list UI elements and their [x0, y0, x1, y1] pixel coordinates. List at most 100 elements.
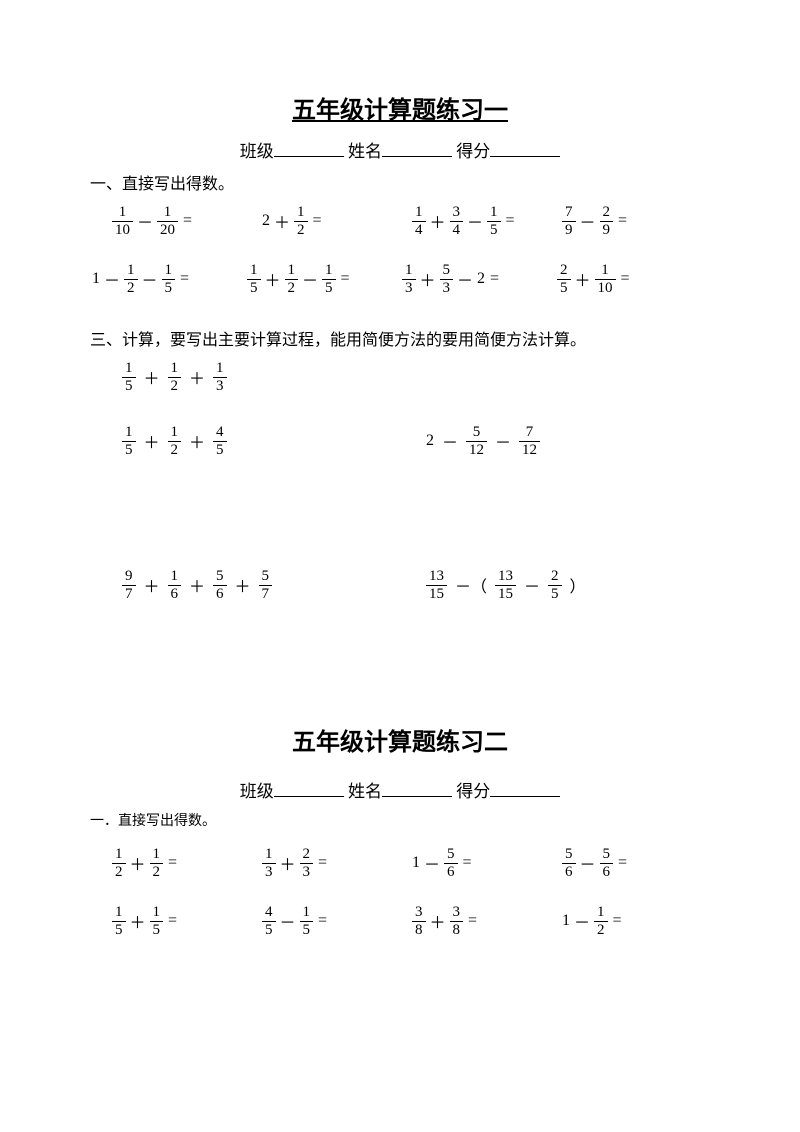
eq: =	[490, 270, 499, 288]
int: 2	[262, 212, 270, 230]
op: ＋	[235, 573, 251, 597]
den: 2	[168, 378, 182, 395]
eq: =	[341, 270, 350, 288]
den: 5	[122, 378, 136, 395]
op: ＋	[144, 573, 160, 597]
blank-score[interactable]	[490, 779, 560, 797]
num: 5	[440, 262, 454, 280]
info-line-1: 班级 姓名 得分	[90, 137, 710, 162]
den: 5	[247, 280, 261, 297]
label-class: 班级	[240, 142, 274, 161]
num: 5	[562, 846, 576, 864]
den: 3	[213, 378, 227, 395]
num: 2	[557, 262, 571, 280]
blank-name[interactable]	[382, 779, 452, 797]
eq: =	[168, 854, 177, 872]
num: 4	[213, 424, 227, 442]
den: 5	[213, 442, 227, 459]
op: ＋	[144, 429, 160, 453]
op: －	[467, 209, 483, 233]
num: 1	[162, 262, 176, 280]
num: 1	[595, 262, 616, 280]
eq: =	[621, 270, 630, 288]
op: ＋	[189, 365, 205, 389]
problem: 13 ＋ 23 =	[260, 846, 410, 880]
num: 1	[322, 262, 336, 280]
den: 10	[595, 280, 616, 297]
den: 6	[444, 864, 458, 881]
blank-score[interactable]	[490, 139, 560, 157]
op: ＋	[265, 267, 281, 291]
op: －	[442, 429, 458, 453]
problem: 38 ＋ 38 =	[410, 904, 560, 938]
den: 5	[300, 922, 314, 939]
problem: 2 － 512 － 712	[404, 424, 702, 458]
problem: 12 ＋ 12 =	[90, 846, 260, 880]
problem: 25 ＋ 110 =	[555, 262, 710, 296]
num: 1	[247, 262, 261, 280]
op: ＋	[575, 267, 591, 291]
op: －	[424, 851, 440, 875]
op: ＋	[189, 573, 205, 597]
den: 5	[487, 222, 501, 239]
op: ＋	[430, 909, 446, 933]
eq: =	[318, 854, 327, 872]
den: 4	[412, 222, 426, 239]
op: －	[495, 429, 511, 453]
num: 1	[112, 846, 126, 864]
num: 1	[402, 262, 416, 280]
num: 1	[213, 360, 227, 378]
den: 15	[426, 586, 447, 603]
blank-class[interactable]	[274, 139, 344, 157]
den: 10	[112, 222, 133, 239]
problem-row: 15 ＋ 15 = 45 － 15 = 38 ＋ 38 = 1 － 12 =	[90, 904, 710, 938]
section-1b-head: 一．直接写出得数。	[90, 810, 710, 830]
num: 1	[157, 204, 178, 222]
eq: =	[618, 212, 627, 230]
eq: =	[168, 912, 177, 930]
num: 4	[262, 904, 276, 922]
problem: 1 － 56 =	[410, 846, 560, 880]
section-3-head: 三、计算，要写出主要计算过程，能用简便方法的要用简便方法计算。	[90, 326, 710, 350]
num: 1	[122, 360, 136, 378]
blank-class[interactable]	[274, 779, 344, 797]
den: 6	[213, 586, 227, 603]
eq: =	[183, 212, 192, 230]
op: －	[574, 909, 590, 933]
op: －	[524, 573, 540, 597]
den: 5	[262, 922, 276, 939]
den: 5	[162, 280, 176, 297]
num: 1	[487, 204, 501, 222]
num: 1	[594, 904, 608, 922]
num: 1	[150, 846, 164, 864]
op: －	[104, 267, 120, 291]
den: 2	[124, 280, 138, 297]
den: 3	[300, 864, 314, 881]
den: 2	[294, 222, 308, 239]
den: 2	[594, 922, 608, 939]
den: 8	[412, 922, 426, 939]
num: 5	[259, 568, 273, 586]
num: 2	[600, 204, 614, 222]
num: 5	[600, 846, 614, 864]
problem: 1 － 12 － 15 =	[90, 262, 245, 296]
num: 1	[112, 204, 133, 222]
den: 5	[322, 280, 336, 297]
op: ＋	[130, 909, 146, 933]
num: 1	[412, 204, 426, 222]
den: 9	[600, 222, 614, 239]
den: 3	[440, 280, 454, 297]
num: 1	[150, 904, 164, 922]
num: 13	[495, 568, 516, 586]
op: －	[302, 267, 318, 291]
num: 1	[168, 360, 182, 378]
den: 5	[150, 922, 164, 939]
op: ＋	[130, 851, 146, 875]
label-class: 班级	[240, 782, 274, 801]
blank-name[interactable]	[382, 139, 452, 157]
den: 2	[150, 864, 164, 881]
int: 1	[412, 854, 420, 872]
op: －	[457, 267, 473, 291]
num: 2	[300, 846, 314, 864]
eq: =	[618, 854, 627, 872]
